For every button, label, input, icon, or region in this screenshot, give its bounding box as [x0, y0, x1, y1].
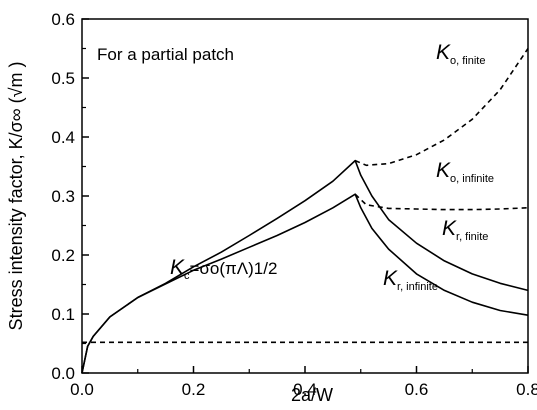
y-axis-label: Stress intensity factor, K/σ∞ (√m ) [6, 62, 26, 331]
series-label-ko-infinite: Ko, infinite [436, 159, 494, 185]
y-tick-label: 0.3 [51, 187, 75, 206]
annotation: For a partial patch [97, 45, 234, 64]
series-label-ko-finite: Ko, finite [436, 41, 485, 67]
kc-label-sub: c [184, 270, 190, 282]
x-tick-label: 0.4 [293, 380, 317, 399]
axis-ticks: 0.0 0.2 0.4 0.6 0.8 0.0 0.1 0.2 0.3 0.4 0.5 0.6 [51, 10, 537, 399]
series-label-kr-finite: Kr, finite [442, 217, 488, 243]
series-line-ko-finite [354, 48, 529, 167]
plot-frame [81, 18, 529, 374]
kc-label-rest: =σo(πΛ)1/2 [190, 259, 278, 278]
x-axis-label: 2a/W [291, 385, 333, 405]
x-tick-label: 0.0 [70, 380, 94, 399]
series-label-kr-infinite: Kr, infinite [383, 267, 438, 293]
series-line-kr-infinite [81, 193, 529, 374]
x-tick-label: 0.8 [516, 380, 537, 399]
x-tick-label: 0.2 [182, 380, 206, 399]
y-tick-label: 0.4 [51, 128, 75, 147]
series-line-ko-infinite [354, 193, 529, 211]
x-tick-label: 0.6 [405, 380, 429, 399]
y-tick-label: 0.0 [51, 364, 75, 383]
y-tick-label: 0.2 [51, 246, 75, 265]
y-tick-label: 0.6 [51, 10, 75, 29]
y-tick-label: 0.1 [51, 305, 75, 324]
y-tick-label: 0.5 [51, 69, 75, 88]
series-curves [81, 48, 529, 374]
kc-label: Kc=σo(πΛ)1/2 [170, 256, 277, 282]
kc-label-base: K [170, 256, 185, 279]
series-line-kr-finite [81, 159, 529, 374]
